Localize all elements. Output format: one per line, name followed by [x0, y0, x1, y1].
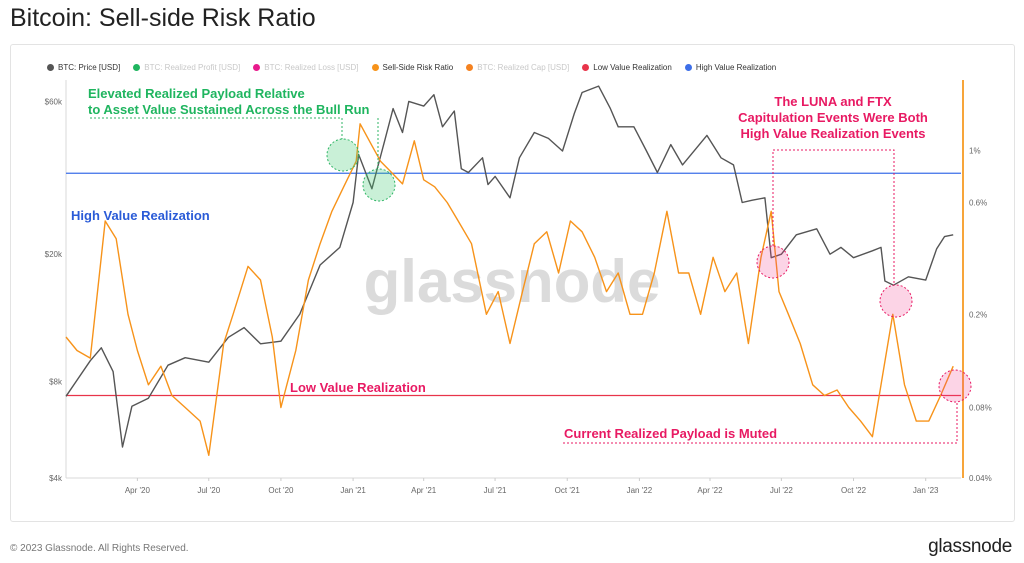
- x-tick-label: Jan '21: [340, 486, 366, 495]
- legend-label: Sell-Side Risk Ratio: [382, 63, 454, 72]
- left-tick-label: $20k: [45, 250, 63, 259]
- sell-side-risk-ratio-line: [65, 123, 954, 456]
- left-tick-label: $8k: [49, 378, 63, 387]
- annotation-luna-line3: High Value Realization Events: [740, 126, 926, 141]
- legend-dot-icon: [466, 64, 474, 71]
- current-payload-label: Current Realized Payload is Muted: [564, 426, 778, 441]
- footer-logo: glassnode: [928, 536, 1012, 557]
- x-tick-label: Jul '20: [197, 486, 220, 495]
- high-value-realization-label: High Value Realization: [71, 208, 210, 223]
- page-title: Bitcoin: Sell-side Risk Ratio: [10, 4, 316, 32]
- x-tick-label: Oct '22: [841, 486, 867, 495]
- legend-item-sell-side-risk-ratio[interactable]: Sell-Side Risk Ratio: [371, 63, 454, 72]
- legend-dot-icon: [253, 64, 261, 71]
- guide-current: [563, 402, 958, 444]
- low-value-realization-label: Low Value Realization: [290, 380, 426, 395]
- legend-item-low-value-realization[interactable]: Low Value Realization: [582, 63, 672, 72]
- right-tick-label: 1%: [969, 147, 981, 156]
- legend-item-high-value-realization[interactable]: High Value Realization: [684, 63, 777, 72]
- x-tick-label: Jan '22: [627, 486, 653, 495]
- annotation-elevated-line1: Elevated Realized Payload Relative: [88, 86, 305, 101]
- legend-label: Low Value Realization: [593, 63, 672, 72]
- legend-dot-icon: [684, 64, 692, 71]
- annotation-luna-ftx: The LUNA and FTX Capitulation Events Wer…: [718, 94, 948, 142]
- legend-item-price[interactable]: BTC: Price [USD]: [47, 63, 120, 72]
- legend-label: High Value Realization: [695, 63, 777, 72]
- x-tick-label: Apr '22: [697, 486, 723, 495]
- x-tick-label: Apr '21: [411, 486, 437, 495]
- legend-dot-icon: [582, 64, 590, 71]
- legend-label: BTC: Realized Loss [USD]: [264, 63, 359, 72]
- left-tick-label: $60k: [45, 97, 63, 106]
- highlight-circle-jan21: [326, 138, 360, 172]
- watermark-text: glassnode: [364, 248, 661, 315]
- annotation-luna-line2: Capitulation Events Were Both: [738, 110, 928, 125]
- annotation-elevated: Elevated Realized Payload Relative to As…: [88, 86, 370, 118]
- right-tick-label: 0.08%: [969, 403, 992, 412]
- highlight-circle-apr21: [362, 168, 396, 202]
- right-tick-label: 0.2%: [969, 310, 987, 319]
- x-tick-label: Oct '20: [268, 486, 294, 495]
- guide-elevated-left: [90, 117, 343, 139]
- footer-copyright: © 2023 Glassnode. All Rights Reserved.: [10, 543, 189, 554]
- legend-dot-icon: [47, 64, 54, 71]
- x-tick-label: Jan '23: [913, 486, 939, 495]
- btc-price-line: [65, 85, 954, 448]
- right-tick-label: 0.6%: [969, 198, 987, 207]
- legend-label: BTC: Realized Profit [USD]: [144, 63, 241, 72]
- chart-frame: [10, 44, 1015, 522]
- legend-label: BTC: Price [USD]: [58, 63, 121, 72]
- annotation-elevated-line2: to Asset Value Sustained Across the Bull…: [88, 102, 370, 117]
- legend-dot-icon: [371, 64, 379, 71]
- legend-item-realized-profit[interactable]: BTC: Realized Profit [USD]: [133, 63, 240, 72]
- legend-item-realized-loss[interactable]: BTC: Realized Loss [USD]: [253, 63, 359, 72]
- highlight-circle-luna: [756, 245, 790, 279]
- chart-legend: BTC: Price [USD] BTC: Realized Profit [U…: [47, 63, 776, 72]
- annotation-luna-line1: The LUNA and FTX: [774, 94, 892, 109]
- legend-label: BTC: Realized Cap [USD]: [477, 63, 570, 72]
- right-tick-label: 0.04%: [969, 474, 992, 483]
- x-tick-label: Jul '21: [484, 486, 507, 495]
- highlight-circle-current: [938, 369, 972, 403]
- left-tick-label: $4k: [49, 474, 63, 483]
- guide-luna-ftx: [772, 149, 895, 285]
- x-tick-label: Oct '21: [555, 486, 581, 495]
- x-tick-label: Apr '20: [125, 486, 151, 495]
- legend-item-realized-cap[interactable]: BTC: Realized Cap [USD]: [466, 63, 569, 72]
- highlight-circle-ftx: [879, 284, 913, 318]
- x-tick-label: Jul '22: [770, 486, 793, 495]
- legend-dot-icon: [133, 64, 141, 71]
